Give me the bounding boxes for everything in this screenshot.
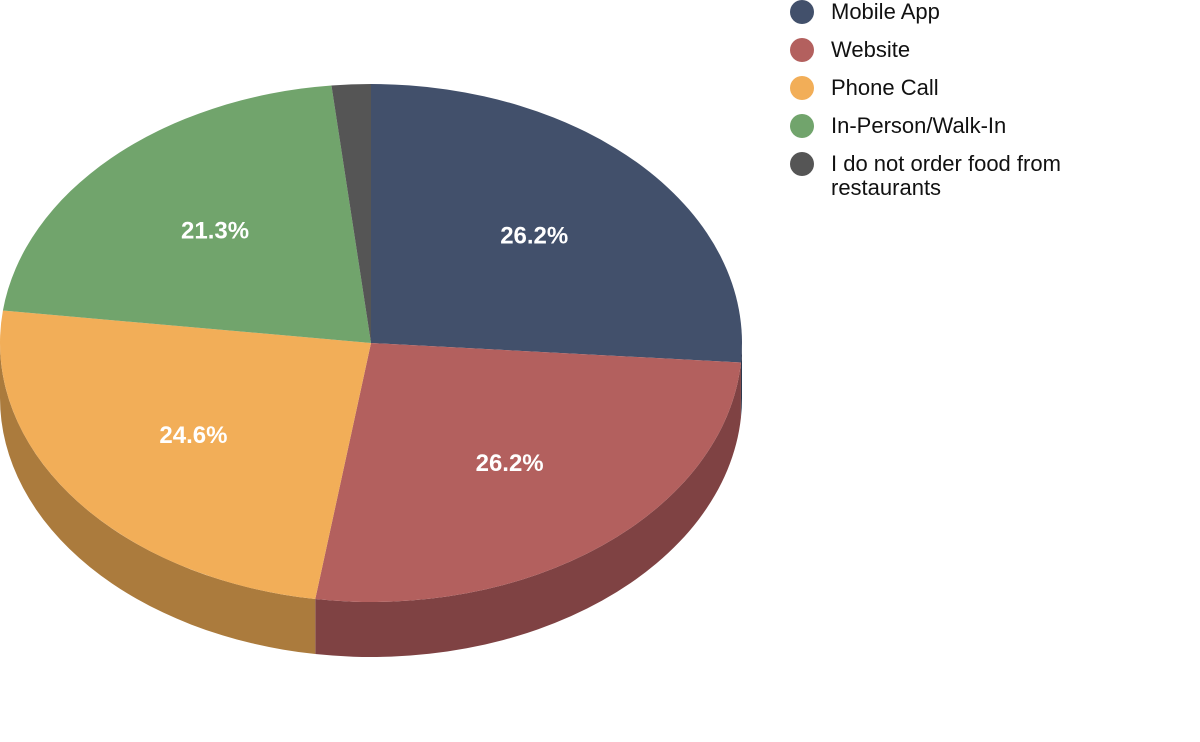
slice-label-1: 26.2% bbox=[476, 450, 544, 477]
pie-side-2 bbox=[0, 343, 316, 655]
pie-top bbox=[0, 84, 742, 602]
legend-swatch bbox=[790, 0, 814, 24]
legend-item-mobile-app[interactable]: Mobile App bbox=[790, 0, 1190, 24]
pie-slice-0[interactable] bbox=[371, 84, 742, 363]
pie-slice-3[interactable] bbox=[2, 85, 372, 343]
legend-swatch bbox=[790, 38, 814, 62]
slice-label-3: 21.3% bbox=[181, 217, 249, 244]
legend-item-website[interactable]: Website bbox=[790, 38, 1190, 62]
pie-sides bbox=[0, 343, 742, 657]
pie-side-0 bbox=[740, 343, 742, 418]
legend: Mobile App Website Phone Call In-Person/… bbox=[790, 0, 1190, 214]
legend-swatch bbox=[790, 114, 814, 138]
legend-swatch bbox=[790, 152, 814, 176]
pie-slice-1[interactable] bbox=[315, 343, 741, 602]
legend-label: Website bbox=[831, 37, 911, 62]
slice-labels: 26.2% 26.2% 24.6% 21.3% bbox=[159, 217, 568, 476]
pie-slice-4[interactable] bbox=[331, 84, 371, 343]
slice-label-0: 26.2% bbox=[500, 223, 568, 250]
pie-slice-2[interactable] bbox=[0, 310, 371, 600]
legend-item-phone-call[interactable]: Phone Call bbox=[790, 76, 1190, 100]
legend-label: In-Person/Walk-In bbox=[831, 113, 1007, 138]
legend-item-in-person[interactable]: In-Person/Walk-In bbox=[790, 114, 1190, 138]
pie-side-1 bbox=[315, 362, 741, 657]
legend-label: I do not order food from restaurants bbox=[831, 151, 1061, 200]
legend-label: Mobile App bbox=[831, 0, 940, 24]
legend-item-do-not-order[interactable]: I do not order food from restaurants bbox=[790, 152, 1190, 200]
slice-label-2: 24.6% bbox=[159, 422, 227, 449]
legend-label: Phone Call bbox=[831, 75, 939, 100]
legend-swatch bbox=[790, 76, 814, 100]
